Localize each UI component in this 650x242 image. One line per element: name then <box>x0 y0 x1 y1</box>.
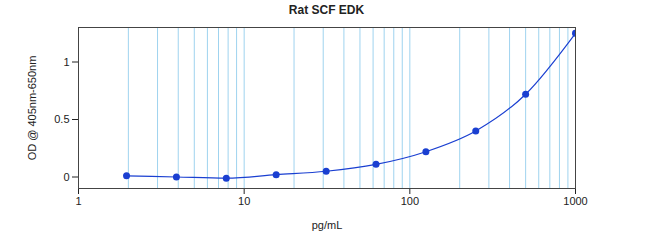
svg-text:pg/mL: pg/mL <box>312 219 343 231</box>
svg-text:1: 1 <box>63 56 69 68</box>
svg-text:1000: 1000 <box>563 195 587 207</box>
svg-text:OD @ 405nm-650nm: OD @ 405nm-650nm <box>26 56 38 161</box>
svg-text:1: 1 <box>75 195 81 207</box>
svg-text:0.5: 0.5 <box>54 113 69 125</box>
html-text:Rat SCF EDK: Rat SCF EDK <box>288 3 365 17</box>
svg-text:100: 100 <box>401 195 419 207</box>
svg-text:10: 10 <box>238 195 250 207</box>
svg-text:0: 0 <box>63 171 69 183</box>
